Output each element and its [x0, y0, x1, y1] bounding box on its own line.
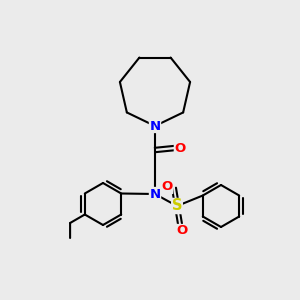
Text: O: O	[176, 224, 188, 238]
Text: S: S	[172, 199, 182, 214]
Text: N: N	[149, 119, 161, 133]
Text: O: O	[161, 181, 172, 194]
Text: O: O	[174, 142, 186, 154]
Text: N: N	[149, 188, 161, 200]
